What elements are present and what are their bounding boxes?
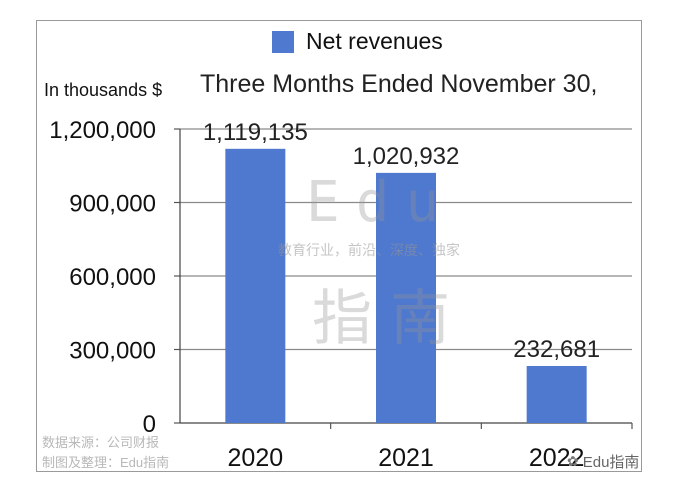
bar-2021 <box>376 172 436 423</box>
data-label: 232,681 <box>513 336 600 363</box>
x-tick-label: 2021 <box>378 444 434 472</box>
chart-title: Three Months Ended November 30, <box>200 70 598 98</box>
watermark-brand: Edu <box>306 170 456 235</box>
watermark-cn: 指南 <box>312 285 468 352</box>
watermark-tagline: 教育行业，前沿、深度、独家 <box>278 242 460 258</box>
brand-badge: ✿ Edu指南 <box>567 451 639 472</box>
source-note: 数据来源：公司财报 <box>42 435 160 450</box>
y-tick-label: 0 <box>143 411 156 438</box>
bar-2020 <box>225 148 286 423</box>
y-tick-label: 600,000 <box>69 264 156 291</box>
legend: Net revenues <box>272 28 443 55</box>
x-tick-label: 2022 <box>529 444 585 472</box>
data-label: 1,020,932 <box>353 143 460 170</box>
author-note: 制图及整理：Edu指南 <box>42 455 170 470</box>
brand-label: Edu指南 <box>582 454 640 471</box>
y-tick-label: 1,200,000 <box>49 117 156 144</box>
legend-swatch <box>272 30 294 53</box>
wechat-icon: ✿ <box>567 453 579 469</box>
y-axis-label: In thousands $ <box>44 80 163 100</box>
legend-label: Net revenues <box>306 28 443 54</box>
y-tick-label: 300,000 <box>69 338 156 365</box>
y-tick-label: 900,000 <box>69 191 156 218</box>
data-label: 1,119,135 <box>203 119 308 146</box>
x-tick-label: 2020 <box>228 444 284 472</box>
bar-2022 <box>526 365 587 423</box>
